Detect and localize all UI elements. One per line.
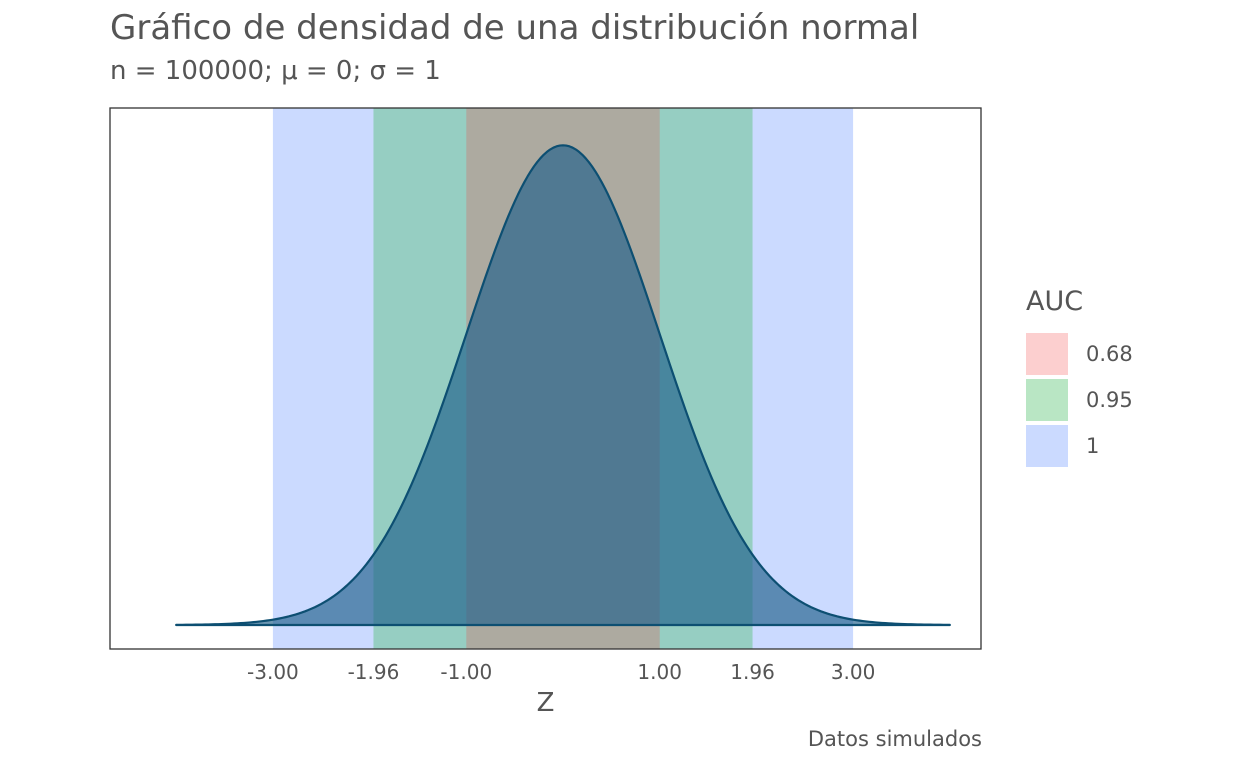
- x-tick-label: -1.96: [348, 660, 400, 684]
- x-tick-label: 3.00: [831, 660, 876, 684]
- legend-item-095: 0.95: [1026, 377, 1133, 423]
- legend-label: 1: [1086, 434, 1100, 458]
- chart-caption: Datos simulados: [807, 727, 982, 751]
- chart-title: Gráfico de densidad de una distribución …: [110, 8, 920, 48]
- legend-item-1: 1: [1026, 423, 1133, 469]
- panel-border: [109, 107, 982, 650]
- x-tick-label: 1.00: [637, 660, 682, 684]
- legend-item-068: 0.68: [1026, 331, 1133, 377]
- x-axis-ticks: -3.00 -1.96 -1.00 1.00 1.96 3.00: [247, 660, 875, 684]
- x-axis-label: Z: [537, 688, 555, 718]
- legend-swatch: [1026, 425, 1068, 467]
- legend-label: 0.68: [1086, 342, 1133, 366]
- legend-label: 0.95: [1086, 388, 1133, 412]
- x-tick-label: -3.00: [247, 660, 299, 684]
- legend-swatch: [1026, 379, 1068, 421]
- chart-subtitle: n = 100000; μ = 0; σ = 1: [110, 56, 441, 86]
- legend-title: AUC: [1026, 286, 1084, 317]
- x-tick-label: 1.96: [730, 660, 775, 684]
- density-area: [175, 144, 951, 627]
- x-tick-label: -1.00: [440, 660, 492, 684]
- legend-swatch: [1026, 333, 1068, 375]
- legend: AUC 0.68 0.95 1: [1026, 286, 1133, 469]
